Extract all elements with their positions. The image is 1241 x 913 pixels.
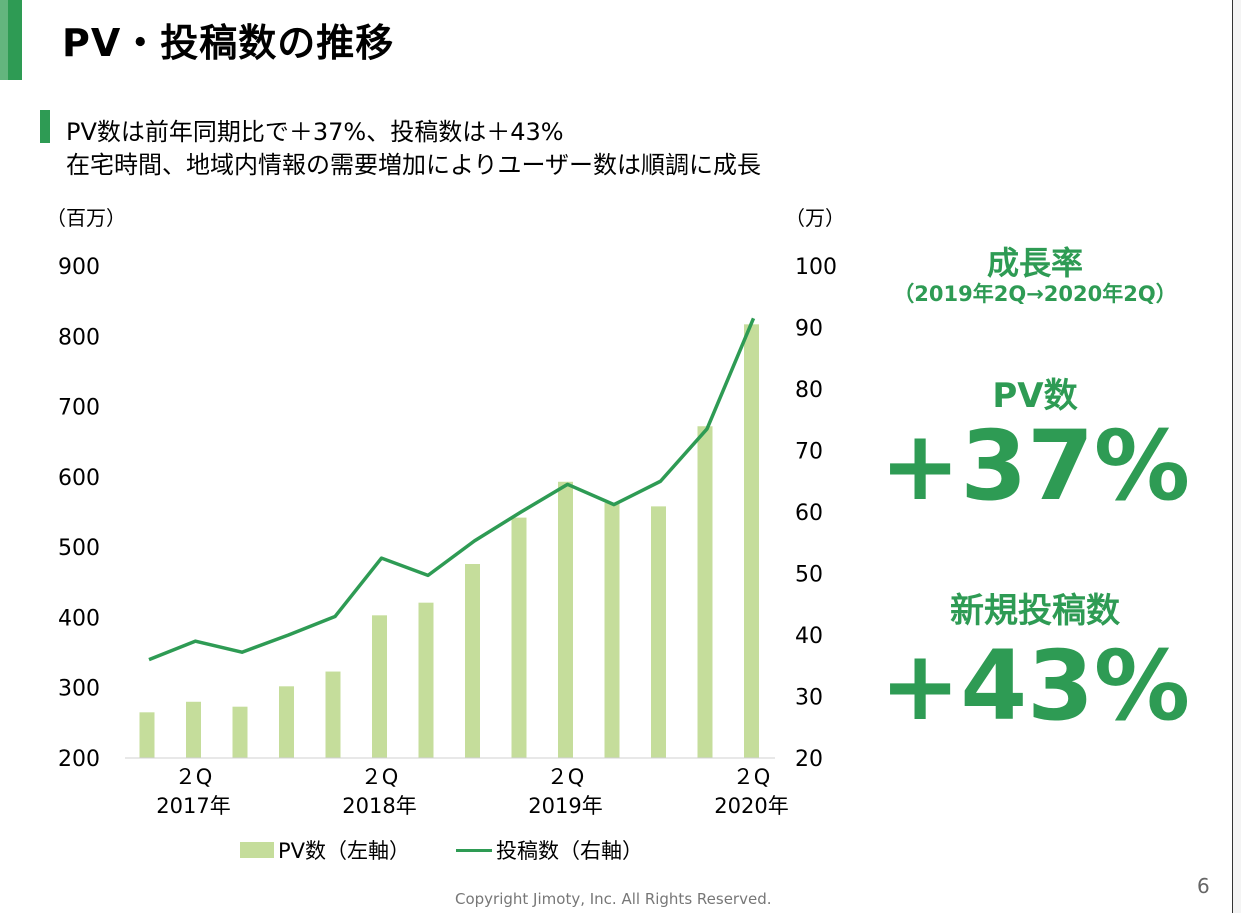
posts-growth-label: 新規投稿数 [950, 591, 1120, 631]
subtitle-line-2: 在宅時間、地域内情報の需要増加によりユーザー数は順調に成長 [66, 151, 762, 179]
pv-bar [465, 564, 480, 758]
x-axis-label-quarter: ２Q [361, 765, 399, 789]
right-axis-tick-label: 40 [795, 624, 823, 649]
legend-label-pv: PV数（左軸） [278, 839, 411, 863]
pv-growth-value: +37% [879, 410, 1191, 522]
pv-bar [558, 481, 573, 758]
left-axis-tick-label: 800 [58, 325, 100, 350]
pv-bar [232, 706, 248, 758]
left-axis-tick-label: 700 [58, 396, 100, 421]
left-axis-tick-label: 600 [58, 466, 100, 491]
pv-growth-label: PV数 [992, 376, 1078, 416]
pv-bar [139, 712, 155, 758]
right-axis-tick-label: 60 [795, 501, 823, 526]
pv-bar [604, 502, 620, 758]
left-axis-tick-label: 300 [58, 677, 100, 702]
window-frame-edge [1232, 0, 1241, 913]
right-axis-tick-label: 20 [795, 747, 823, 772]
right-axis-tick-label: 30 [795, 686, 823, 711]
pv-bar [418, 602, 434, 758]
right-axis-tick-label: 50 [795, 563, 823, 588]
posts-growth-value: +43% [879, 630, 1191, 742]
x-axis-label-year: 2019年 [528, 794, 602, 818]
pv-bar [744, 324, 759, 758]
left-axis-tick-label: 200 [58, 747, 100, 772]
x-axis-label-quarter: ２Q [733, 765, 771, 789]
x-axis-label-year: 2018年 [342, 794, 416, 818]
pv-bar [511, 517, 527, 758]
legend-bar-swatch [240, 842, 274, 858]
legend-line-swatch [456, 848, 492, 852]
right-axis-tick-label: 100 [795, 255, 837, 280]
right-axis-tick-label: 80 [795, 378, 823, 403]
title-accent-bar-light [0, 0, 8, 80]
right-axis-tick-label: 70 [795, 440, 823, 465]
x-axis-label-year: 2020年 [714, 794, 788, 818]
copyright-text: Copyright Jimoty, Inc. All Rights Reserv… [455, 890, 772, 908]
pv-bar [325, 671, 341, 758]
subtitle-accent-bar [40, 110, 50, 143]
x-axis-label-quarter: ２Q [547, 765, 585, 789]
legend-label-posts: 投稿数（右軸） [496, 839, 643, 863]
subtitle-line-1: PV数は前年同期比で＋37%、投稿数は＋43% [66, 118, 564, 146]
page-title: PV・投稿数の推移 [62, 21, 395, 65]
legend-item-posts: 投稿数（右軸） [456, 835, 643, 865]
pv-bar [186, 701, 201, 758]
legend-item-pv: PV数（左軸） [240, 835, 410, 865]
growth-rate-period: （2019年2Q→2020年2Q） [893, 282, 1177, 306]
left-axis-unit: （百万） [46, 206, 126, 230]
right-axis-unit: （万） [785, 206, 845, 230]
pv-bar [697, 426, 713, 758]
posts-line [148, 317, 756, 662]
pv-bar [372, 615, 387, 758]
growth-rate-title: 成長率 [986, 244, 1083, 282]
left-axis-tick-label: 400 [58, 606, 100, 631]
pv-bar [279, 686, 294, 758]
left-axis-tick-label: 900 [58, 255, 100, 280]
left-axis-tick-label: 500 [58, 536, 100, 561]
pv-bar [651, 506, 666, 758]
page-number: 6 [1197, 874, 1210, 898]
x-axis-label-year: 2017年 [156, 794, 230, 818]
x-axis-label-quarter: ２Q [175, 765, 213, 789]
right-axis-tick-label: 90 [795, 317, 823, 342]
